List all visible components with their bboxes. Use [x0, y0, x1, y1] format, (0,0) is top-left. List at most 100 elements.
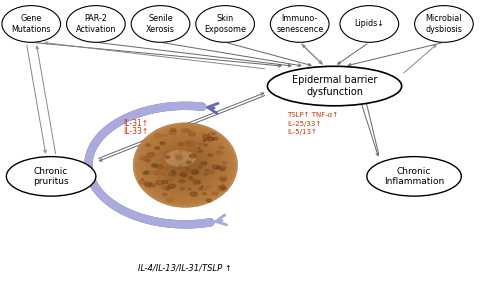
- Circle shape: [185, 141, 191, 144]
- Circle shape: [218, 185, 222, 187]
- Ellipse shape: [166, 150, 204, 181]
- Ellipse shape: [178, 159, 192, 171]
- Circle shape: [220, 178, 226, 181]
- Text: Skin
Exposome: Skin Exposome: [204, 14, 246, 34]
- Circle shape: [170, 129, 176, 132]
- Ellipse shape: [172, 154, 200, 176]
- Ellipse shape: [162, 147, 208, 184]
- Circle shape: [146, 171, 150, 174]
- Circle shape: [208, 154, 213, 156]
- Circle shape: [212, 165, 220, 169]
- Circle shape: [140, 156, 147, 160]
- Circle shape: [193, 180, 200, 184]
- Circle shape: [184, 142, 192, 146]
- Circle shape: [172, 170, 174, 172]
- Circle shape: [222, 184, 224, 185]
- Ellipse shape: [164, 150, 196, 167]
- Circle shape: [198, 147, 200, 149]
- Ellipse shape: [367, 157, 462, 196]
- Ellipse shape: [340, 6, 398, 42]
- Circle shape: [180, 150, 182, 152]
- Circle shape: [144, 182, 152, 186]
- Circle shape: [180, 187, 184, 190]
- Ellipse shape: [161, 145, 210, 185]
- Circle shape: [178, 180, 184, 182]
- Circle shape: [208, 133, 213, 135]
- Circle shape: [175, 154, 182, 158]
- Ellipse shape: [131, 6, 190, 42]
- Ellipse shape: [138, 127, 232, 203]
- Ellipse shape: [182, 162, 189, 168]
- Circle shape: [188, 178, 194, 180]
- Circle shape: [166, 188, 170, 190]
- Circle shape: [186, 161, 192, 164]
- Circle shape: [202, 135, 210, 139]
- Ellipse shape: [164, 148, 206, 182]
- Circle shape: [147, 152, 154, 157]
- Circle shape: [207, 185, 212, 188]
- Circle shape: [213, 133, 216, 135]
- Circle shape: [220, 176, 227, 180]
- Circle shape: [154, 134, 162, 138]
- Circle shape: [165, 156, 170, 158]
- Circle shape: [198, 188, 202, 190]
- Circle shape: [185, 129, 190, 132]
- Ellipse shape: [154, 140, 216, 190]
- Ellipse shape: [142, 130, 229, 200]
- Text: Microbial
dysbiosis: Microbial dysbiosis: [426, 14, 463, 34]
- Circle shape: [143, 172, 148, 174]
- Circle shape: [222, 188, 228, 191]
- Circle shape: [164, 135, 166, 137]
- Text: Senile
Xerosis: Senile Xerosis: [146, 14, 175, 34]
- Ellipse shape: [152, 138, 218, 192]
- Circle shape: [199, 142, 203, 145]
- Circle shape: [187, 171, 191, 173]
- Circle shape: [155, 147, 160, 149]
- Circle shape: [181, 129, 188, 133]
- Circle shape: [194, 150, 198, 153]
- Text: Chronic
Inflammation: Chronic Inflammation: [384, 167, 444, 186]
- Circle shape: [204, 173, 208, 176]
- Ellipse shape: [160, 144, 212, 186]
- Circle shape: [172, 172, 176, 174]
- Circle shape: [217, 187, 224, 191]
- Circle shape: [152, 164, 158, 167]
- Circle shape: [216, 166, 221, 169]
- Ellipse shape: [150, 137, 220, 193]
- Circle shape: [216, 151, 222, 154]
- Ellipse shape: [135, 124, 236, 206]
- Circle shape: [204, 188, 208, 190]
- Ellipse shape: [180, 161, 190, 169]
- Circle shape: [164, 167, 168, 170]
- Text: PAR-2
Activation: PAR-2 Activation: [76, 14, 116, 34]
- Circle shape: [204, 163, 207, 164]
- Ellipse shape: [184, 164, 187, 166]
- Circle shape: [179, 164, 182, 167]
- Circle shape: [201, 186, 203, 187]
- Circle shape: [156, 165, 163, 169]
- Circle shape: [162, 193, 167, 196]
- Circle shape: [203, 140, 206, 141]
- Circle shape: [146, 144, 150, 146]
- Circle shape: [142, 179, 144, 180]
- Ellipse shape: [133, 123, 238, 207]
- Ellipse shape: [147, 134, 224, 196]
- Circle shape: [190, 154, 196, 158]
- Ellipse shape: [2, 6, 60, 42]
- Circle shape: [169, 131, 176, 135]
- Ellipse shape: [414, 6, 474, 42]
- Circle shape: [188, 188, 191, 190]
- Circle shape: [188, 141, 196, 146]
- Circle shape: [220, 186, 226, 190]
- Text: Immuno-
senescence: Immuno- senescence: [276, 14, 324, 34]
- Circle shape: [156, 180, 164, 185]
- Circle shape: [143, 157, 151, 161]
- Text: IL-5/13↑: IL-5/13↑: [288, 129, 317, 135]
- Ellipse shape: [170, 152, 201, 178]
- Circle shape: [146, 160, 150, 162]
- Ellipse shape: [149, 135, 222, 195]
- Circle shape: [198, 166, 202, 168]
- Text: IL-31↑: IL-31↑: [123, 119, 148, 127]
- Circle shape: [198, 150, 202, 152]
- Circle shape: [148, 184, 155, 187]
